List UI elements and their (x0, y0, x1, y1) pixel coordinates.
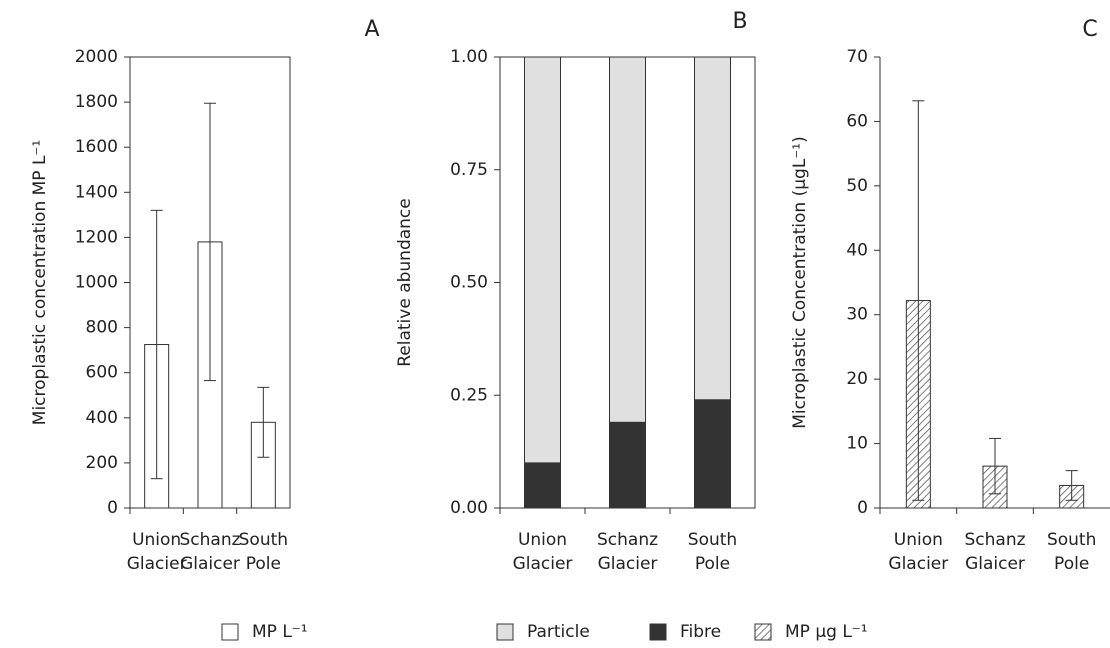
x-tick-label: Union (132, 530, 181, 550)
y-axis-title: Microplastic Concentration (µgL⁻¹) (790, 136, 810, 428)
bar-segment (524, 56, 561, 464)
x-tick-label: Schanz (597, 530, 658, 550)
x-tick-label: Union (518, 530, 567, 550)
y-tick-label: 1000 (75, 273, 118, 293)
bar-segment (694, 399, 731, 509)
x-tick-label: Glacier (127, 554, 187, 574)
y-tick-label: 40 (846, 240, 868, 260)
bar-segment (524, 462, 561, 509)
x-tick-label: Union (894, 530, 943, 550)
y-tick-label: 600 (86, 363, 118, 383)
x-tick-label: Pole (246, 554, 281, 574)
y-tick-label: 1600 (75, 137, 118, 157)
bar-segment (609, 421, 646, 509)
y-tick-label: 400 (86, 408, 118, 428)
y-tick-label: 70 (846, 47, 868, 67)
y-tick-label: 50 (846, 176, 868, 196)
y-tick-label: 0.75 (450, 160, 488, 180)
legend-swatch (754, 623, 772, 641)
x-tick-label: Glacier (888, 554, 948, 574)
legend-label: MP L⁻¹ (252, 622, 308, 642)
x-tick-label: Schanz (179, 530, 240, 550)
y-tick-label: 200 (86, 453, 118, 473)
legend-label: MP µg L⁻¹ (785, 622, 868, 642)
y-tick-label: 20 (846, 369, 868, 389)
legend-swatch (221, 623, 239, 641)
legend-swatch (496, 623, 514, 641)
x-tick-label: Pole (695, 554, 730, 574)
y-tick-label: 1800 (75, 92, 118, 112)
y-tick-label: 0 (857, 498, 868, 518)
x-tick-label: South (688, 530, 737, 550)
y-axis-title: Microplastic concentration MP L⁻¹ (30, 140, 50, 425)
panel-label: C (1082, 17, 1097, 42)
y-tick-label: 0.25 (450, 385, 488, 405)
y-tick-label: 1.00 (450, 47, 488, 67)
x-tick-label: South (1047, 530, 1096, 550)
plot-frame (129, 56, 291, 509)
x-tick-label: Glacier (513, 554, 573, 574)
legend-label: Fibre (680, 622, 721, 642)
panel-label: A (364, 17, 379, 42)
plot-frame (499, 56, 756, 509)
bar-segment (609, 56, 646, 423)
y-tick-label: 800 (86, 318, 118, 338)
panel-label: B (732, 9, 747, 34)
y-tick-label: 1400 (75, 182, 118, 202)
x-tick-label: Glaicer (180, 554, 240, 574)
x-tick-label: South (239, 530, 288, 550)
x-tick-label: Pole (1054, 554, 1089, 574)
x-tick-label: Schanz (964, 530, 1025, 550)
y-tick-label: 30 (846, 305, 868, 325)
y-tick-label: 1200 (75, 227, 118, 247)
legend-label: Particle (527, 622, 590, 642)
y-tick-label: 2000 (75, 47, 118, 67)
bar-segment (694, 56, 731, 401)
legend-swatch (649, 623, 667, 641)
y-tick-label: 0 (107, 498, 118, 518)
x-tick-label: Glacier (598, 554, 658, 574)
y-tick-label: 0.00 (450, 498, 488, 518)
x-tick-label: Glaicer (965, 554, 1025, 574)
y-tick-label: 0.50 (450, 273, 488, 293)
y-axis-title: Relative abundance (395, 198, 415, 367)
y-tick-label: 60 (846, 111, 868, 131)
y-tick-label: 10 (846, 434, 868, 454)
